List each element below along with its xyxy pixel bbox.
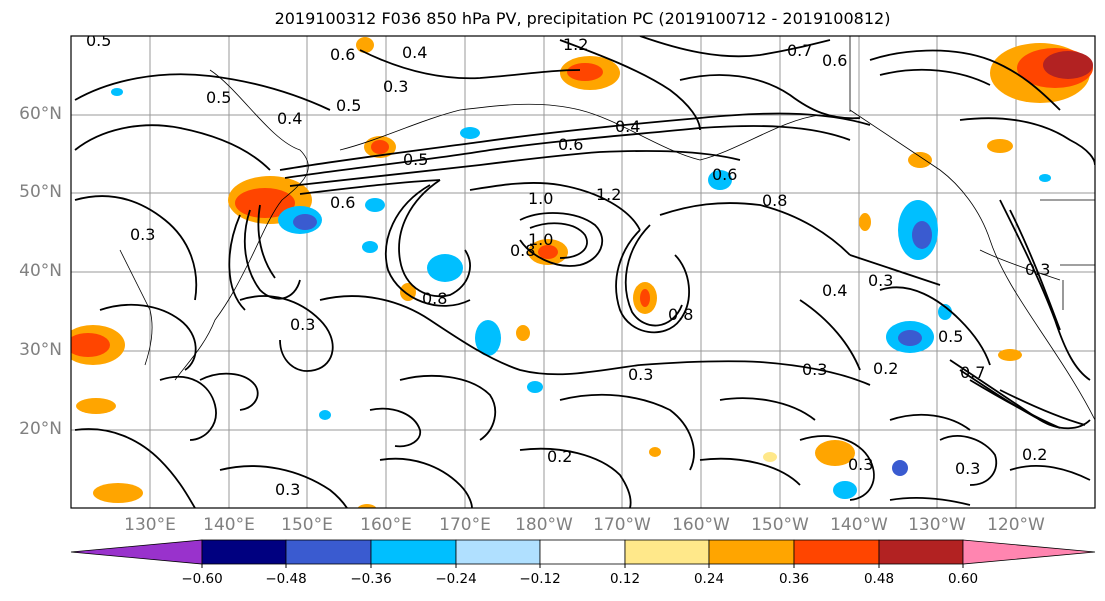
lat-label-20n: 20°N: [19, 419, 62, 439]
contour-label: 0.4: [402, 43, 427, 62]
contour-label: 0.6: [558, 135, 583, 154]
lon-label: 160°W: [672, 515, 730, 535]
contour-label: 0.3: [1025, 260, 1050, 279]
pv-contours: [74, 36, 1095, 508]
lon-label: 150°E: [281, 515, 333, 535]
contour-label: 0.5: [938, 327, 963, 346]
lat-label-30n: 30°N: [19, 340, 62, 360]
map-title: 2019100312 F036 850 hPa PV, precipitatio…: [274, 9, 891, 28]
lat-label-60n: 60°N: [19, 104, 62, 124]
lon-label: 140°E: [203, 515, 255, 535]
contour-label: 0.4: [615, 117, 640, 136]
colorbar-swatch: [878, 539, 964, 565]
contour-label: 0.2: [873, 359, 898, 378]
contour-label: 0.2: [547, 447, 572, 466]
contour-label: 0.8: [668, 305, 693, 324]
colorbar-swatch: [539, 539, 626, 565]
contour-label: 0.3: [290, 315, 315, 334]
contour-label: 1.0: [528, 230, 553, 249]
colorbar-tick-label: 0.60: [947, 571, 979, 587]
colorbar-tick-label: 0.48: [863, 571, 895, 587]
contour-label: 0.5: [403, 150, 428, 169]
colorbar-swatch: [370, 539, 457, 565]
contour-labels: 0.5 0.6 0.4 0.3 1.2 0.7 0.6 0.5 0.4 0.5 …: [86, 31, 1050, 499]
contour-label: 0.3: [802, 360, 827, 379]
contour-label: 0.8: [762, 191, 787, 210]
contour-label: 0.3: [868, 271, 893, 290]
colorbar-swatch: [70, 539, 203, 565]
contour-label: 1.2: [596, 185, 621, 204]
contour-label: 0.5: [86, 31, 111, 50]
contour-label: 0.6: [330, 45, 355, 64]
colorbar-swatch: [455, 539, 541, 565]
contour-label: 0.3: [628, 365, 653, 384]
contour-label: 1.0: [528, 189, 553, 208]
colorbar-tick-label: 0.36: [778, 571, 810, 587]
contour-label: 0.4: [277, 109, 302, 128]
colorbar-swatch: [201, 539, 287, 565]
colorbar-tick-label: −0.24: [435, 571, 477, 587]
colorbar-tick-label: 0.24: [693, 571, 725, 587]
lon-label: 120°W: [987, 515, 1045, 535]
lat-label-40n: 40°N: [19, 261, 62, 281]
contour-label: 0.6: [330, 193, 355, 212]
lon-label: 150°W: [751, 515, 809, 535]
contour-label: 0.3: [955, 459, 980, 478]
contour-label: 0.8: [422, 289, 447, 308]
lon-label: 170°W: [593, 515, 651, 535]
lat-label-50n: 50°N: [19, 182, 62, 202]
colorbar-swatch: [793, 539, 880, 565]
colorbar-swatch: [708, 539, 795, 565]
coastlines: [119, 36, 1095, 421]
colorbar-swatch: [962, 539, 1096, 565]
contour-label: 0.3: [383, 77, 408, 96]
contour-label: 0.6: [822, 51, 847, 70]
lon-label: 140°W: [830, 515, 888, 535]
contour-label: 0.7: [787, 41, 812, 60]
contour-label: 0.2: [1022, 445, 1047, 464]
lon-label: 170°E: [439, 515, 491, 535]
contour-label: 0.3: [130, 225, 155, 244]
colorbar-tick-label: −0.12: [519, 571, 561, 587]
colorbar-swatch: [285, 539, 372, 565]
contour-label: 0.3: [275, 480, 300, 499]
contour-label: 0.6: [712, 165, 737, 184]
lon-label: 180°W: [515, 515, 573, 535]
contour-label: 1.2: [563, 35, 588, 54]
contour-label: 0.3: [848, 455, 873, 474]
lon-label: 130°E: [124, 515, 176, 535]
map-area: [71, 36, 1095, 508]
lon-label: 160°E: [360, 515, 412, 535]
map-frame: [70, 35, 1096, 509]
colorbar-tick-label: 0.12: [609, 571, 641, 587]
contour-label: 0.7: [960, 363, 985, 382]
contour-label: 0.5: [206, 88, 231, 107]
colorbar: [70, 539, 1096, 568]
colorbar-swatch: [624, 539, 710, 565]
colorbar-tick-label: −0.48: [265, 571, 307, 587]
colorbar-tick-label: −0.60: [181, 571, 223, 587]
colorbar-tick-label: −0.36: [350, 571, 392, 587]
lon-label: 130°W: [908, 515, 966, 535]
contour-label: 0.4: [822, 281, 847, 300]
contour-label: 0.8: [510, 241, 535, 260]
contour-label: 0.5: [336, 96, 361, 115]
